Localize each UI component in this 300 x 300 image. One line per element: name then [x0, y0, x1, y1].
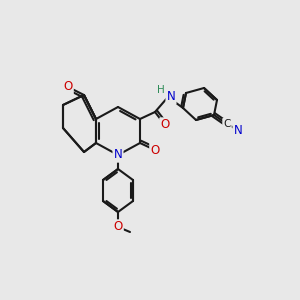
Text: H: H: [157, 85, 165, 95]
Text: O: O: [150, 143, 160, 157]
Text: O: O: [113, 220, 123, 233]
Text: O: O: [63, 80, 73, 94]
Text: C: C: [223, 119, 231, 129]
Text: N: N: [234, 124, 242, 136]
Text: N: N: [114, 148, 122, 161]
Text: O: O: [160, 118, 169, 131]
Text: N: N: [167, 91, 176, 103]
